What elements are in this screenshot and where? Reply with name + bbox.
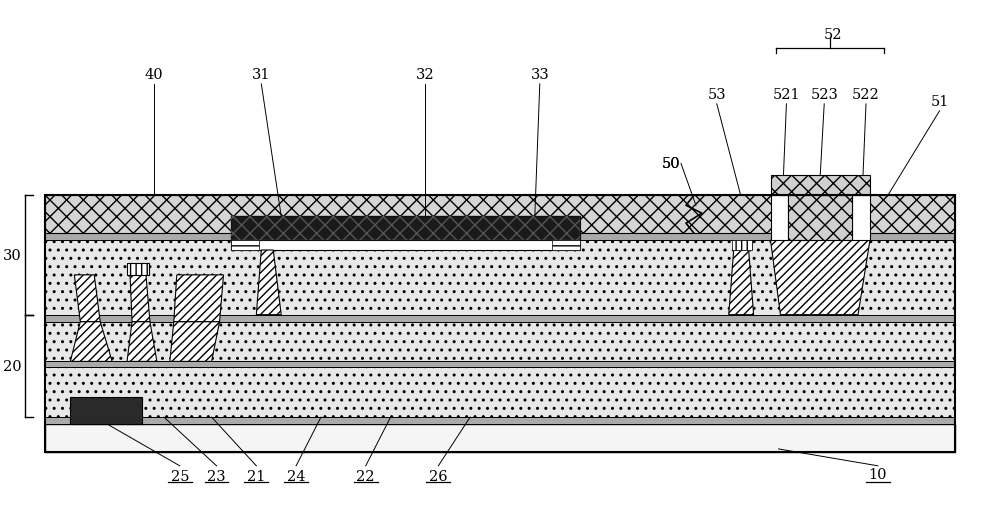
Bar [771, 196, 788, 240]
Text: 50: 50 [662, 157, 680, 171]
Text: 52: 52 [824, 28, 842, 42]
Bar [231, 240, 259, 250]
Text: 10: 10 [869, 467, 887, 481]
Bar [231, 217, 580, 240]
Bar [788, 196, 852, 240]
Bar [45, 362, 955, 368]
Bar [45, 424, 955, 452]
Bar [127, 264, 149, 275]
Text: 51: 51 [930, 94, 949, 109]
Text: 20: 20 [3, 360, 22, 374]
Polygon shape [130, 275, 150, 322]
Text: 24: 24 [287, 469, 305, 483]
Bar [852, 196, 870, 240]
Text: 33: 33 [530, 68, 549, 82]
Text: 50: 50 [662, 157, 680, 171]
Bar [45, 240, 955, 315]
Text: 32: 32 [416, 68, 435, 82]
Text: 53: 53 [707, 88, 726, 102]
Bar [732, 240, 752, 250]
Text: 26: 26 [429, 469, 448, 483]
Text: 523: 523 [810, 88, 838, 102]
Text: 21: 21 [247, 469, 266, 483]
Text: 25: 25 [171, 469, 189, 483]
Bar [45, 322, 955, 362]
Polygon shape [74, 275, 100, 322]
Text: 40: 40 [145, 68, 163, 82]
Polygon shape [729, 250, 754, 315]
Polygon shape [174, 275, 224, 322]
Text: 22: 22 [356, 469, 375, 483]
Bar [45, 368, 955, 417]
Text: 31: 31 [252, 68, 271, 82]
Polygon shape [170, 322, 220, 362]
Bar [45, 315, 955, 322]
Polygon shape [771, 240, 870, 315]
Bar [552, 240, 580, 250]
Bar [45, 417, 955, 424]
Bar [231, 217, 580, 240]
Bar [771, 176, 870, 196]
Polygon shape [127, 322, 157, 362]
Bar [45, 196, 955, 234]
Bar [45, 234, 955, 240]
Text: 30: 30 [3, 248, 22, 263]
Polygon shape [70, 322, 112, 362]
Text: 522: 522 [852, 88, 880, 102]
Text: 521: 521 [773, 88, 800, 102]
Text: 23: 23 [207, 469, 226, 483]
Bar [45, 196, 955, 452]
Polygon shape [256, 250, 281, 315]
Bar [231, 234, 580, 250]
Bar [70, 397, 142, 424]
